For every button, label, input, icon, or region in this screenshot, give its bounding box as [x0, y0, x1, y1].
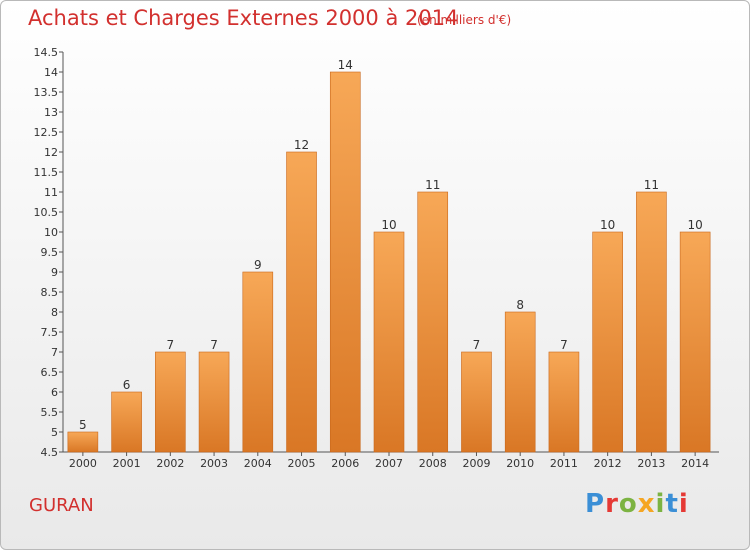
- y-tick-label: 14: [44, 66, 58, 79]
- x-tick-label: 2003: [200, 457, 228, 470]
- place-name: GURAN: [29, 495, 94, 516]
- data-label: 10: [381, 218, 396, 232]
- chart-subtitle: (en milliers d'€): [417, 13, 512, 27]
- x-tick-label: 2008: [419, 457, 447, 470]
- y-tick-label: 7: [51, 346, 58, 359]
- brand-letter: P: [585, 489, 606, 519]
- chart-title: Achats et Charges Externes 2000 à 2014: [28, 6, 459, 30]
- x-tick-label: 2000: [69, 457, 97, 470]
- y-tick-label: 10: [44, 226, 58, 239]
- bar-2010: [504, 311, 536, 453]
- brand-letter: o: [618, 489, 638, 519]
- y-tick-label: 13.5: [34, 86, 59, 99]
- bar-2000: [67, 431, 99, 453]
- y-tick-label: 11.5: [34, 166, 59, 179]
- y-tick-label: 9.5: [41, 246, 59, 259]
- x-tick-label: 2013: [637, 457, 665, 470]
- bar-2007: [373, 231, 405, 453]
- x-tick-label: 2009: [462, 457, 490, 470]
- data-label: 7: [473, 338, 481, 352]
- data-label: 11: [425, 178, 440, 192]
- x-tick-label: 2007: [375, 457, 403, 470]
- y-tick-label: 5.5: [41, 406, 59, 419]
- brand-letter: x: [637, 489, 656, 519]
- x-tick-label: 2006: [331, 457, 359, 470]
- y-tick-label: 10.5: [34, 206, 59, 219]
- data-label: 11: [644, 178, 659, 192]
- data-label: 7: [167, 338, 175, 352]
- y-tick-label: 13: [44, 106, 58, 119]
- bar-2014: [679, 231, 711, 453]
- x-tick-label: 2011: [550, 457, 578, 470]
- data-label: 14: [338, 58, 353, 72]
- data-label: 12: [294, 138, 309, 152]
- y-tick-label: 6.5: [41, 366, 59, 379]
- bar-2001: [111, 391, 142, 453]
- x-tick-label: 2012: [594, 457, 622, 470]
- y-tick-label: 11: [44, 186, 58, 199]
- data-label: 10: [687, 218, 702, 232]
- bar-2005: [286, 151, 317, 453]
- y-tick-label: 12.5: [34, 126, 59, 139]
- brand-letter: r: [605, 489, 619, 519]
- y-tick-label: 6: [51, 386, 58, 399]
- x-tick-label: 2014: [681, 457, 709, 470]
- y-tick-label: 5: [51, 426, 58, 439]
- y-tick-label: 7.5: [41, 326, 59, 339]
- x-tick-label: 2002: [156, 457, 184, 470]
- y-tick-label: 12: [44, 146, 58, 159]
- data-label: 8: [516, 298, 524, 312]
- bar-2009: [461, 351, 492, 453]
- data-label: 7: [560, 338, 568, 352]
- x-tick-label: 2004: [244, 457, 272, 470]
- data-label: 10: [600, 218, 615, 232]
- x-tick-label: 2005: [288, 457, 316, 470]
- bar-2002: [155, 351, 186, 453]
- bar-2008: [417, 191, 449, 453]
- bar-2013: [636, 191, 667, 453]
- y-tick-label: 14.5: [34, 46, 59, 59]
- data-label: 9: [254, 258, 262, 272]
- x-tick-label: 2010: [506, 457, 534, 470]
- brand-letter: i: [678, 489, 689, 519]
- bar-2004: [242, 271, 274, 453]
- bar-2012: [592, 231, 623, 453]
- bar-2006: [329, 71, 361, 453]
- brand-letter: t: [665, 489, 679, 519]
- y-tick-label: 8.5: [41, 286, 59, 299]
- data-label: 7: [210, 338, 218, 352]
- y-tick-label: 9: [51, 266, 58, 279]
- y-tick-label: 8: [51, 306, 58, 319]
- brand-logo: Proxiti: [585, 489, 689, 519]
- y-tick-label: 4.5: [41, 446, 59, 459]
- x-tick-label: 2001: [113, 457, 141, 470]
- data-label: 5: [79, 418, 87, 432]
- brand-letter: i: [655, 489, 666, 519]
- bar-2011: [548, 351, 580, 453]
- bar-2003: [198, 351, 230, 453]
- data-label: 6: [123, 378, 131, 392]
